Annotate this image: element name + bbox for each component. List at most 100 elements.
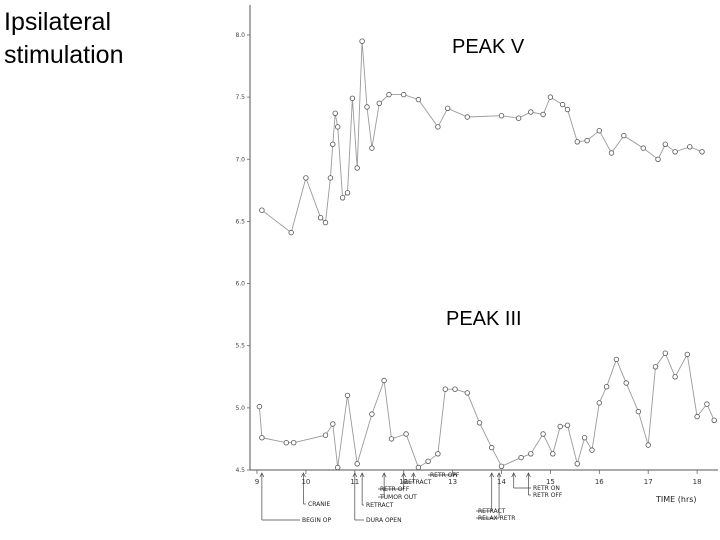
peak-v-point	[288, 229, 294, 236]
peak-iii-point	[540, 431, 546, 437]
peak-iii-point	[603, 384, 610, 390]
x-tick-label: 18	[693, 478, 702, 486]
peak-iii-point	[369, 411, 375, 417]
event-label: BEGIN OP	[302, 517, 331, 524]
peak-v-point	[364, 104, 370, 110]
peak-v-point	[640, 145, 646, 151]
peak-v-point	[655, 156, 661, 162]
peak-iii-point	[259, 435, 265, 441]
event-label: RETRACT	[478, 508, 506, 515]
peak-v-point	[359, 38, 365, 44]
chart-series	[256, 38, 717, 471]
event-marker-arrow	[301, 472, 306, 478]
peak-iii-point	[354, 461, 360, 467]
event-marker-arrow	[259, 472, 265, 478]
peak-v-point	[574, 139, 580, 145]
peak-iii-point	[256, 403, 263, 410]
event-marker-arrow	[489, 472, 495, 478]
x-tick-label: 16	[595, 478, 604, 486]
event-marker-arrow	[352, 472, 358, 478]
peak-iii-point	[476, 420, 483, 426]
peak-iii-point	[635, 408, 642, 415]
peak-iii-point	[704, 401, 710, 407]
peak-v-point	[498, 112, 505, 119]
peak-iii-point	[613, 356, 620, 363]
peak-iii-point	[498, 463, 505, 469]
peak-v-point	[559, 101, 566, 108]
event-marker-arrow	[496, 472, 502, 478]
peak-v-point	[332, 110, 338, 116]
peak-iii-point	[435, 451, 441, 457]
peak-iii-point	[574, 461, 580, 467]
event-marker-arrow	[511, 472, 517, 478]
peak-iii-point	[596, 400, 602, 406]
x-tick-label: 17	[644, 478, 653, 486]
event-marker-arrow	[452, 472, 458, 478]
peak-v-point	[672, 149, 678, 155]
peak-iii-point	[652, 364, 659, 370]
peak-v-point	[415, 96, 422, 103]
event-label: RELAX RETR	[478, 515, 515, 522]
peak-iii-point	[623, 380, 629, 386]
event-label: DURA OPEN	[366, 517, 402, 524]
y-tick-label: 7.0	[235, 156, 245, 163]
chart-ticks: 8.07.57.06.56.05.55.04.59101112131415161…	[235, 32, 701, 486]
peak-v-point	[608, 150, 615, 156]
x-tick-label: 15	[546, 478, 555, 486]
event-label: RETR OFF	[430, 472, 460, 479]
peak-iii-point	[442, 386, 448, 392]
slide-title: Ipsilateral stimulation	[4, 6, 124, 72]
peak-v-point	[303, 175, 309, 181]
peak-v-point	[369, 145, 375, 151]
peak-iii-point	[672, 374, 678, 380]
x-tick-label: 10	[301, 478, 310, 486]
peak-iii-point	[464, 390, 470, 396]
peak-iii-point	[528, 451, 534, 457]
x-tick-label: 9	[255, 478, 259, 486]
peak-v-point	[344, 190, 351, 196]
peak-iii-series-line	[258, 352, 715, 469]
peak-iii-point	[322, 432, 329, 438]
peak-v-label: PEAK V	[452, 36, 525, 58]
peak-v-point	[515, 115, 522, 121]
peak-v-point	[564, 106, 571, 113]
peak-iii-point	[330, 421, 336, 427]
peak-iii-point	[557, 423, 563, 430]
peak-v-point	[528, 109, 534, 115]
peak-v-point	[435, 124, 441, 130]
peak-v-point	[699, 149, 705, 155]
peak-iii-point	[581, 435, 588, 441]
peak-iii-point	[415, 464, 422, 471]
peak-v-point	[584, 137, 590, 144]
chart-axes	[249, 5, 718, 471]
peak-v-point	[339, 195, 346, 201]
event-marker-arrow	[526, 472, 531, 478]
peak-iii-point	[684, 351, 690, 358]
peak-v-point	[687, 144, 693, 150]
peak-iii-point	[388, 436, 395, 442]
peak-v-point	[330, 141, 336, 147]
event-label: CRANIE	[308, 501, 330, 508]
y-tick-label: 5.0	[235, 405, 245, 412]
event-label: RETRACT	[404, 479, 432, 486]
event-label: RETR OFF	[533, 492, 563, 499]
peak-iii-point	[550, 451, 556, 457]
peak-v-point	[464, 114, 470, 120]
peak-iii-point	[452, 386, 458, 392]
peak-iii-point	[381, 377, 387, 384]
peak-iii-point	[344, 392, 351, 399]
peak-v-point	[547, 94, 554, 100]
peak-v-point	[349, 95, 356, 101]
peak-iii-point	[425, 458, 431, 464]
event-marker-arrow	[411, 472, 416, 478]
y-tick-label: 4.5	[235, 467, 245, 474]
peak-iii-point	[489, 444, 495, 451]
y-tick-label: 8.0	[235, 32, 245, 39]
peak-v-point	[376, 100, 382, 106]
peak-v-point	[354, 165, 360, 171]
peak-v-series-line	[261, 41, 703, 234]
y-tick-label: 7.5	[235, 94, 245, 101]
peak-v-point	[621, 132, 627, 139]
